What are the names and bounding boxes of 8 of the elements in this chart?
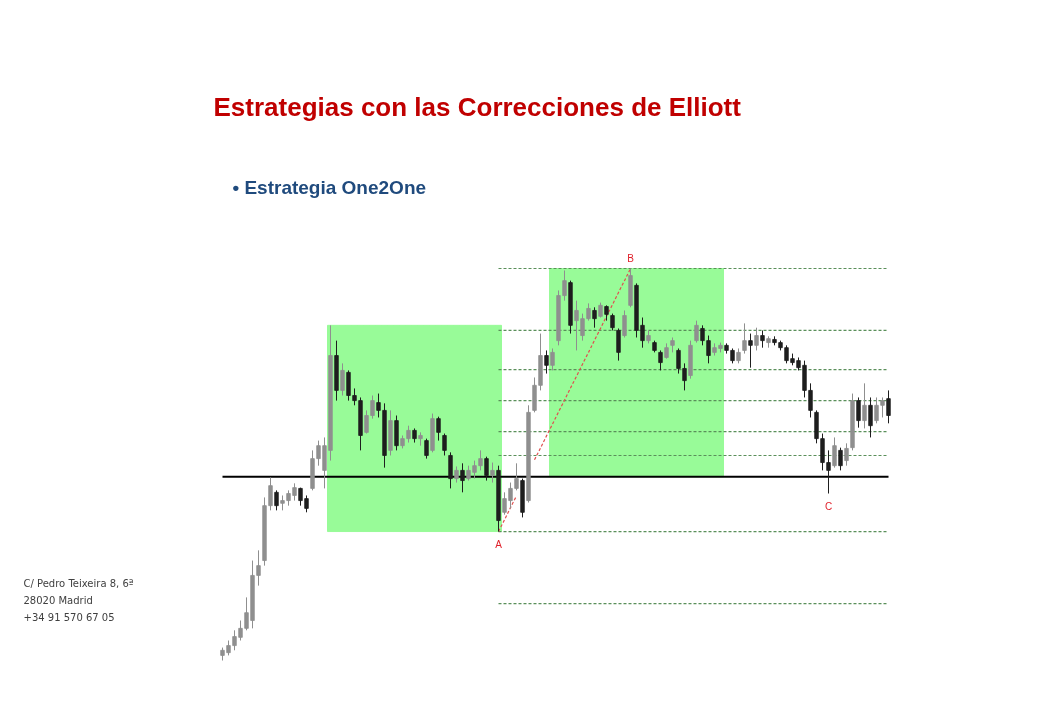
chart-subtitle: • Estrategia One2One [232,177,427,198]
text: +34 91 570 67 05 [23,612,115,623]
annotation: C [824,501,833,513]
chart-title: Estrategias con las Correcciones de Elliott [213,91,742,122]
text: C/ Pedro Teixeira 8, 6ª [23,578,134,589]
annotation: A [495,539,503,551]
annotation: B [627,253,635,264]
text: 28020 Madrid [23,595,93,606]
